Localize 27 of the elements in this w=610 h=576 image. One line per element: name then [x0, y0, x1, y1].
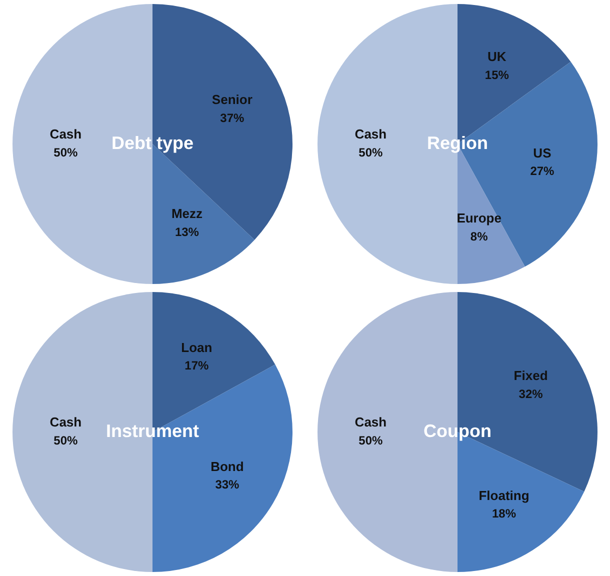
slice-label: Floating: [478, 488, 530, 503]
slice-label: Fixed: [514, 368, 548, 384]
slice-label: Cash: [50, 414, 82, 430]
slice-label: Europe: [456, 210, 502, 226]
slice-label: Cash: [354, 414, 387, 430]
slice-label: Senior: [212, 92, 252, 108]
slice-label: US: [533, 146, 552, 161]
data-label: 27%: [530, 164, 555, 178]
data-label: 50%: [54, 433, 78, 448]
slice-label: Cash: [50, 126, 82, 142]
data-label: 50%: [358, 145, 384, 160]
slice-label: Bond: [210, 458, 244, 474]
data-label: 8%: [470, 229, 488, 244]
text: Debt type: [111, 132, 194, 153]
data-label: 33%: [215, 477, 240, 492]
data-label: 50%: [54, 145, 78, 160]
data-label: 13%: [174, 224, 200, 239]
slice-label: Cash: [354, 126, 387, 142]
data-label: 18%: [492, 506, 516, 521]
data-label: 15%: [484, 68, 510, 82]
slice-label: Mezz: [171, 206, 203, 222]
data-label: 50%: [358, 433, 384, 448]
data-label: 17%: [184, 358, 210, 373]
data-label: 32%: [518, 386, 544, 401]
slice-label: Loan: [181, 340, 212, 355]
slice-label: UK: [488, 49, 507, 64]
data-label: 37%: [220, 110, 244, 125]
